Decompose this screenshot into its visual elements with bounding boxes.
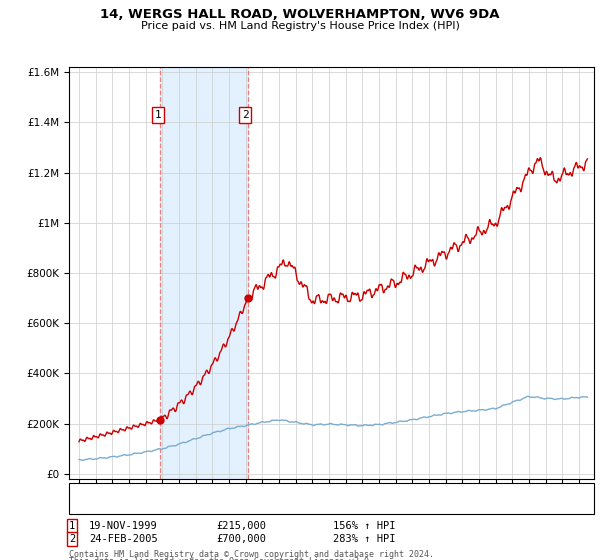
Text: 1: 1 <box>154 110 161 120</box>
Text: 2: 2 <box>69 534 75 544</box>
Text: ——: —— <box>78 484 95 498</box>
Text: £215,000: £215,000 <box>216 521 266 531</box>
Text: 24-FEB-2005: 24-FEB-2005 <box>89 534 158 544</box>
Text: Price paid vs. HM Land Registry's House Price Index (HPI): Price paid vs. HM Land Registry's House … <box>140 21 460 31</box>
Text: HPI: Average price, detached house, Wolverhampton: HPI: Average price, detached house, Wolv… <box>108 501 366 511</box>
Text: 1: 1 <box>69 521 75 531</box>
Text: 2: 2 <box>242 110 248 120</box>
Text: 19-NOV-1999: 19-NOV-1999 <box>89 521 158 531</box>
Text: This data is licensed under the Open Government Licence v3.0.: This data is licensed under the Open Gov… <box>69 557 374 560</box>
Text: Contains HM Land Registry data © Crown copyright and database right 2024.: Contains HM Land Registry data © Crown c… <box>69 550 434 559</box>
Text: ——: —— <box>78 499 95 513</box>
Text: 14, WERGS HALL ROAD, WOLVERHAMPTON, WV6 9DA (detached house): 14, WERGS HALL ROAD, WOLVERHAMPTON, WV6 … <box>108 486 461 496</box>
Text: £700,000: £700,000 <box>216 534 266 544</box>
Text: 283% ↑ HPI: 283% ↑ HPI <box>333 534 395 544</box>
Text: 156% ↑ HPI: 156% ↑ HPI <box>333 521 395 531</box>
Bar <box>160 67 248 479</box>
Text: 14, WERGS HALL ROAD, WOLVERHAMPTON, WV6 9DA: 14, WERGS HALL ROAD, WOLVERHAMPTON, WV6 … <box>100 8 500 21</box>
